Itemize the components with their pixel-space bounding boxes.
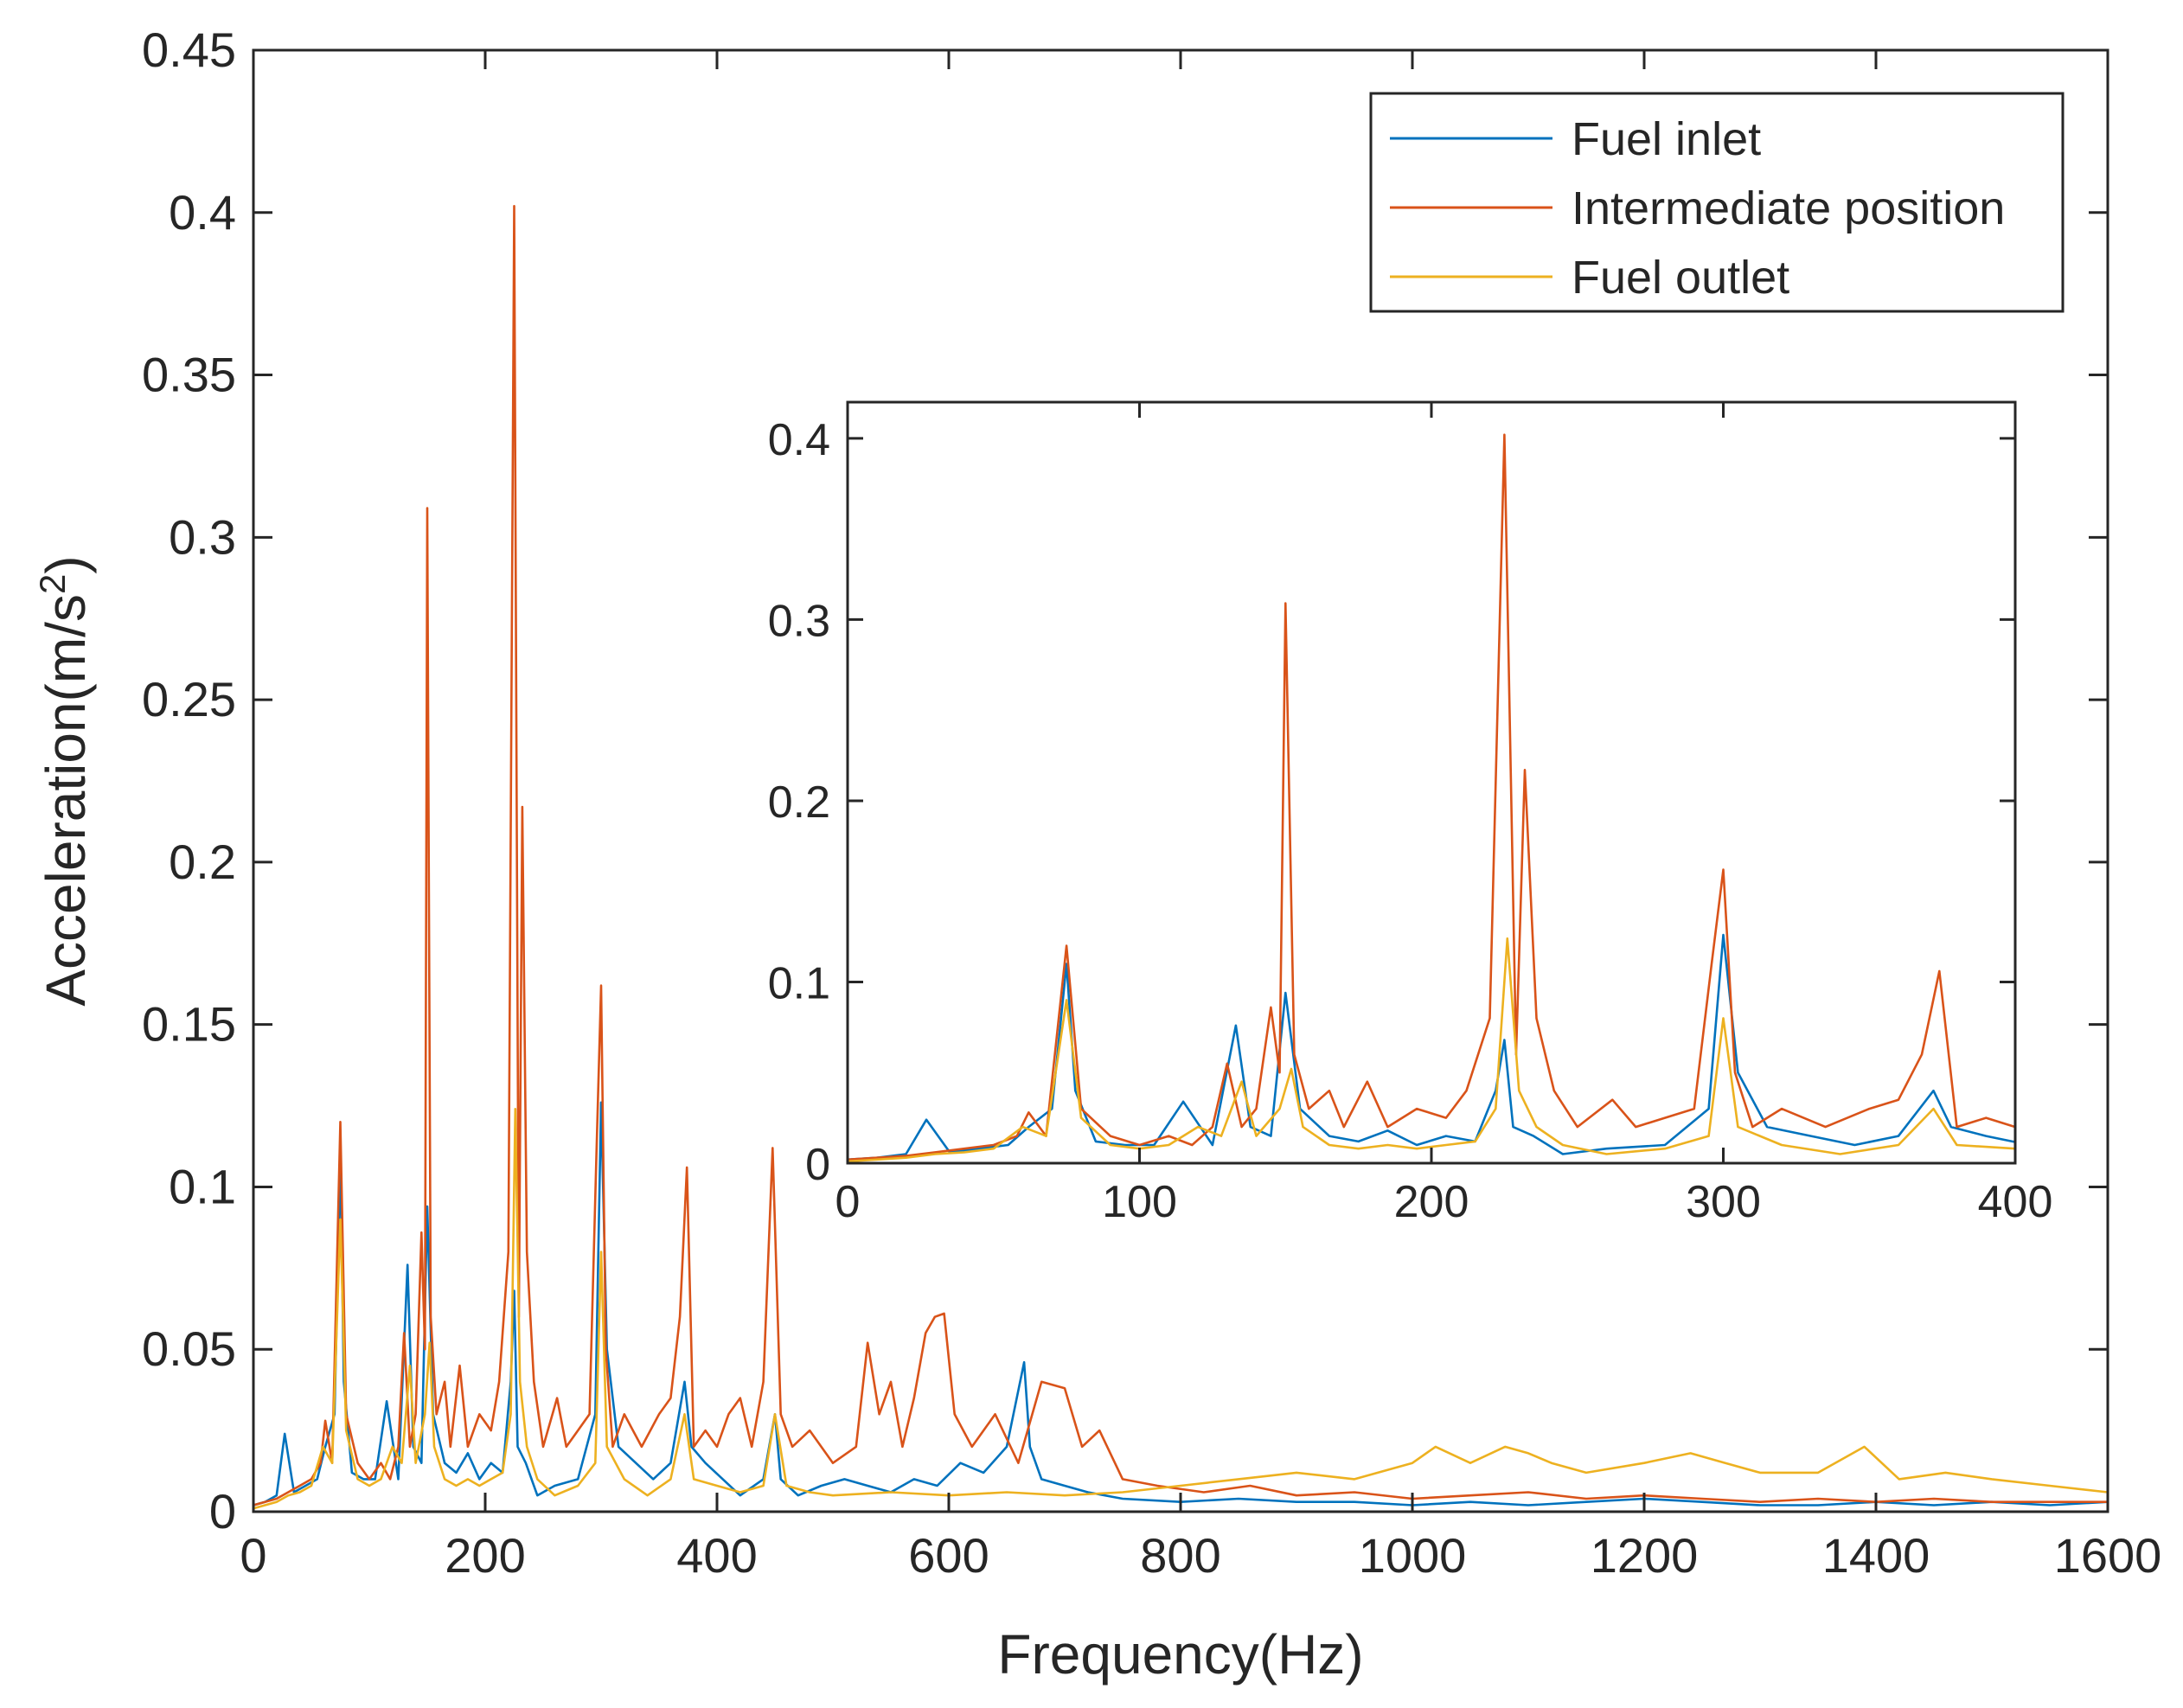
main-series-line-fuel-inlet bbox=[253, 1101, 2108, 1506]
inset-series-line-fuel-outlet bbox=[848, 937, 2015, 1163]
inset-xtick-label: 0 bbox=[835, 1177, 861, 1227]
x-axis-label: Frequency(Hz) bbox=[997, 1623, 1363, 1686]
inset-ytick-label: 0 bbox=[805, 1140, 830, 1190]
y-axis-label-main: Acceleration(m/s bbox=[35, 594, 97, 1007]
main-xtick-label: 1200 bbox=[1591, 1528, 1699, 1583]
legend-label-intermediate-position: Intermediate position bbox=[1572, 182, 2005, 234]
y-axis-label-close: ) bbox=[35, 555, 97, 573]
main-ticks: 0 200 400 600 800 1000 1200 1400 160000.050.10.1… bbox=[142, 22, 2161, 1583]
main-ytick-label: 0.2 bbox=[169, 835, 236, 889]
inset-ytick-label: 0.2 bbox=[768, 777, 830, 828]
main-ytick-label: 0.45 bbox=[142, 22, 236, 77]
inset-series-line-fuel-inlet bbox=[848, 933, 2015, 1161]
inset-ticks: 0 100 200 300 400 0 0.1 0.2 0.3 0.4 bbox=[768, 402, 2053, 1227]
main-ytick-label: 0.1 bbox=[169, 1159, 236, 1213]
inset-xtick-label: 200 bbox=[1394, 1177, 1469, 1227]
inset-ytick-label: 0.3 bbox=[768, 596, 830, 646]
inset-xtick-label: 400 bbox=[1978, 1177, 2053, 1227]
main-series-group bbox=[253, 205, 2108, 1510]
main-ytick-label: 0.25 bbox=[142, 672, 236, 726]
main-ytick-label: 0.05 bbox=[142, 1321, 236, 1376]
main-ytick-label: 0.4 bbox=[169, 185, 236, 240]
main-xtick-label: 600 bbox=[908, 1528, 989, 1583]
main-xtick-label: 0 bbox=[240, 1528, 266, 1583]
inset-xtick-label: 100 bbox=[1102, 1177, 1177, 1227]
main-xtick-label: 800 bbox=[1140, 1528, 1220, 1583]
inset-ytick-label: 0.4 bbox=[768, 415, 830, 465]
inset-background bbox=[848, 402, 2015, 1163]
legend: Fuel inlet Intermediate position Fuel outl… bbox=[1369, 92, 2065, 313]
y-axis-label-superscript: 2 bbox=[32, 574, 73, 594]
main-series-line-fuel-outlet bbox=[253, 1108, 2108, 1510]
main-xtick-label: 1000 bbox=[1359, 1528, 1467, 1583]
main-xtick-label: 200 bbox=[445, 1528, 525, 1583]
legend-box bbox=[1369, 92, 2065, 313]
main-plot: 0 200 400 600 800 1000 1200 1400 160000.050.10.1… bbox=[32, 22, 2162, 1686]
inset-plot: 0 100 200 300 400 0 0.1 0.2 0.3 0.4 bbox=[768, 400, 2053, 1227]
inset-ytick-label: 0.1 bbox=[768, 958, 830, 1008]
main-ytick-label: 0.15 bbox=[142, 997, 236, 1052]
legend-label-fuel-outlet: Fuel outlet bbox=[1572, 252, 1789, 304]
main-xtick-label: 400 bbox=[676, 1528, 757, 1583]
legend-entries: Fuel inlet Intermediate position Fuel outl… bbox=[1390, 113, 2005, 304]
main-xtick-label: 1400 bbox=[1822, 1528, 1930, 1583]
main-ytick-label: 0.3 bbox=[169, 509, 236, 564]
main-xtick-label: 1600 bbox=[2054, 1528, 2162, 1583]
main-ytick-label: 0 bbox=[209, 1484, 236, 1538]
main-ytick-label: 0.35 bbox=[142, 348, 236, 402]
legend-label-fuel-inlet: Fuel inlet bbox=[1572, 113, 1761, 165]
y-axis-label: Acceleration(m/s2) bbox=[32, 555, 98, 1006]
inset-xtick-label: 300 bbox=[1686, 1177, 1761, 1227]
inset-series-group bbox=[848, 433, 2015, 1163]
